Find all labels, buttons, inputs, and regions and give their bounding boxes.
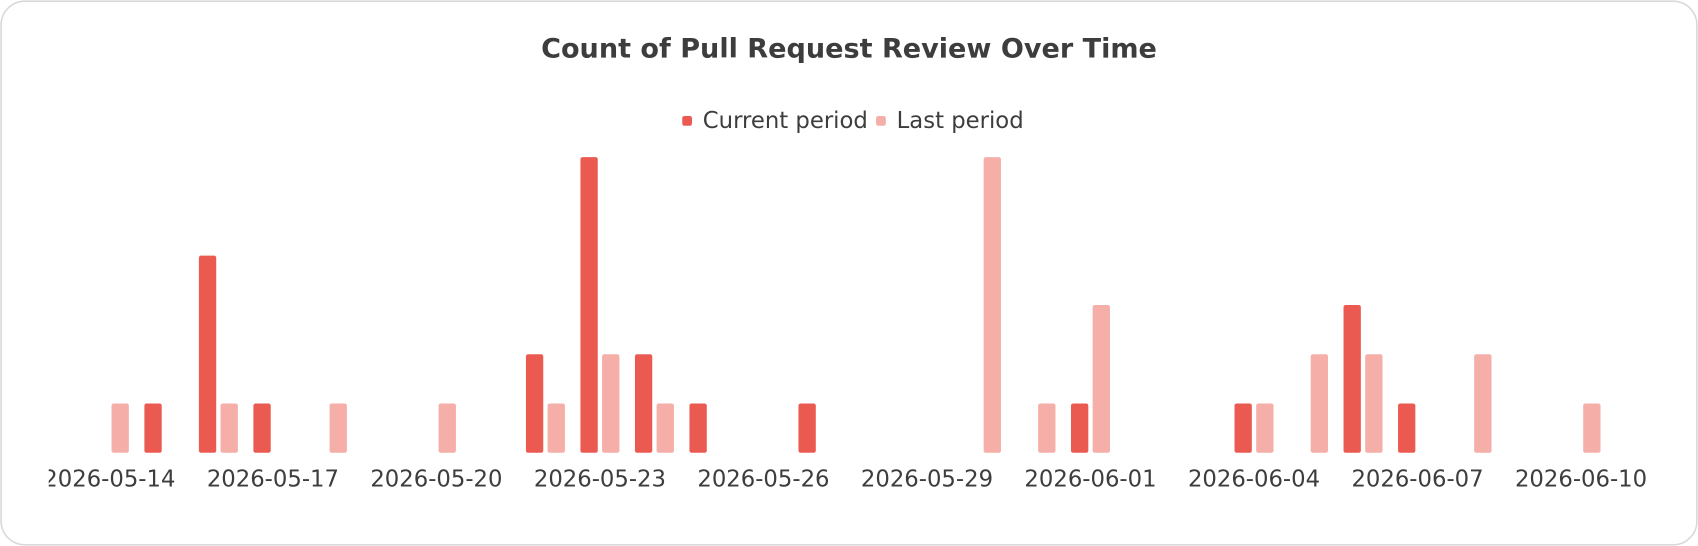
bar [1365,354,1383,453]
x-tick-label: 2026-06-10 [1515,466,1647,492]
bar [689,403,707,453]
x-tick-label: 2026-06-01 [1024,466,1156,492]
bar [656,403,674,453]
x-tick-label: 2026-05-20 [370,466,502,492]
chart-title: Count of Pull Request Review Over Time [541,33,1157,64]
legend-label: Current period [703,108,868,134]
bar [1092,304,1110,453]
bar [1310,354,1329,453]
bars [111,157,1601,453]
legend-label: Last period [897,108,1024,134]
bar [525,354,544,453]
bar [547,403,565,453]
bar [111,403,129,453]
bar [580,157,598,453]
bar [983,157,1001,453]
x-axis: 2026-05-14 2026-05-17 2026-05-20 2026-05-23… [43,466,1647,492]
bar [634,354,653,453]
bar [602,354,620,453]
bar [1343,304,1361,453]
bar [1234,403,1252,453]
bar [253,403,271,453]
x-tick-label: 2026-05-26 [697,466,829,492]
bar [1474,354,1492,453]
bar [438,403,456,453]
bar [1256,403,1274,453]
x-tick-label: 2026-05-14 [43,466,175,492]
legend-swatch [682,115,692,126]
bar [329,403,347,453]
x-tick-label: 2026-05-17 [207,466,339,492]
bar [220,403,238,453]
bar [1038,403,1056,453]
bar [1398,403,1416,453]
legend: Current period Last period [682,108,1024,134]
x-tick-label: 2026-05-29 [861,466,993,492]
x-tick-label: 2026-06-04 [1188,466,1320,492]
bar [144,403,162,453]
x-tick-label: 2026-06-07 [1351,466,1483,492]
bar [1070,403,1089,453]
legend-swatch [876,115,886,126]
x-tick-label: 2026-05-23 [534,466,666,492]
bar [198,255,217,453]
bar [798,403,816,453]
bar [1583,403,1601,453]
